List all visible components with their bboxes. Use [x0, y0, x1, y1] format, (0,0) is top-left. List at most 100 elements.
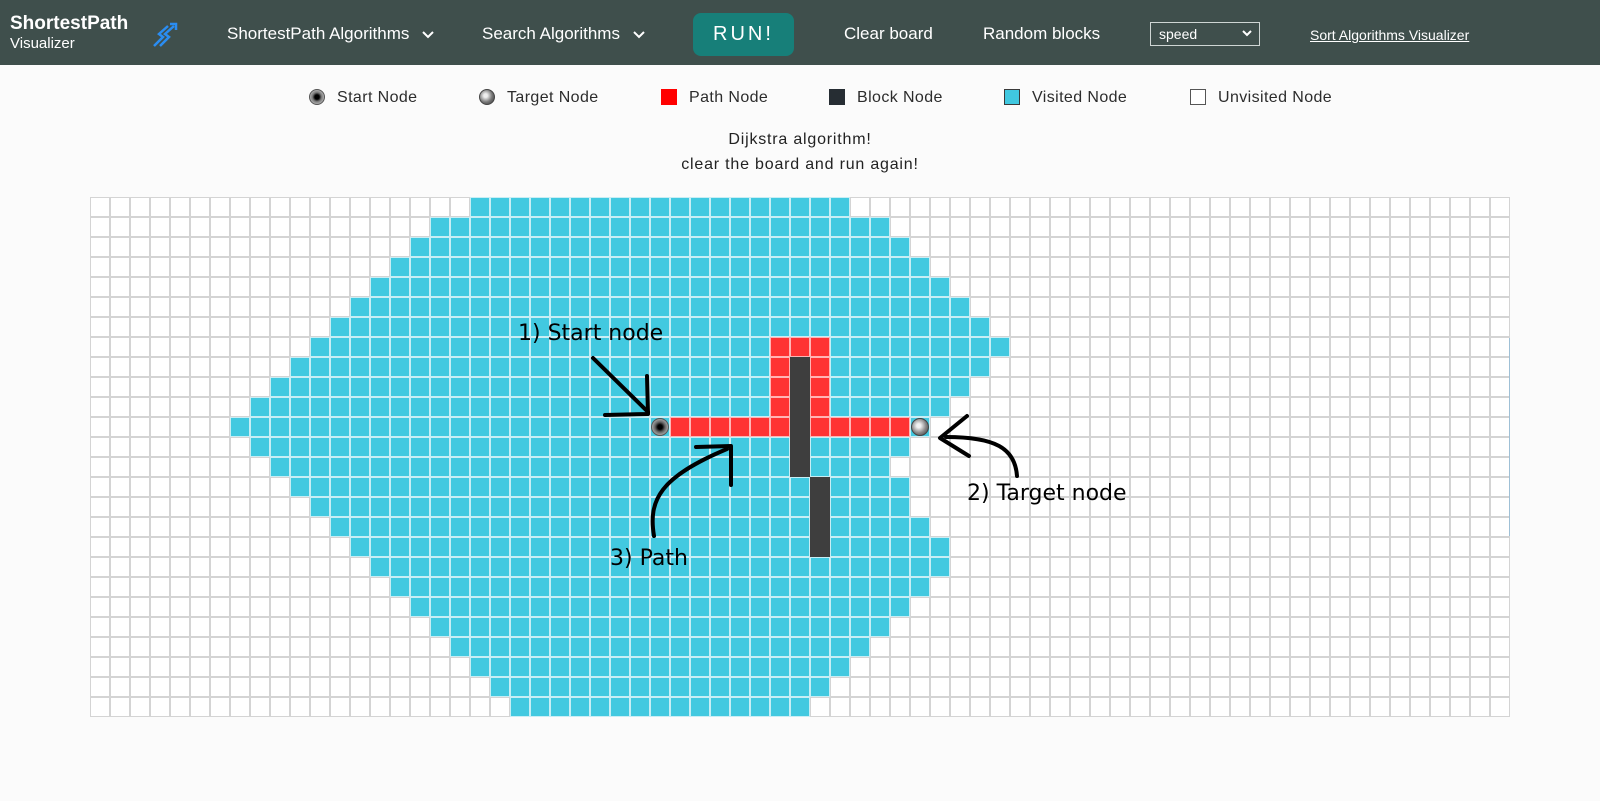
unvisited-node[interactable]: [1250, 357, 1270, 377]
visited-node[interactable]: [530, 517, 550, 537]
visited-node[interactable]: [710, 217, 730, 237]
block-node[interactable]: [790, 457, 810, 477]
unvisited-node[interactable]: [1270, 617, 1290, 637]
unvisited-node[interactable]: [190, 597, 210, 617]
unvisited-node[interactable]: [1150, 197, 1170, 217]
unvisited-node[interactable]: [1490, 317, 1510, 337]
unvisited-node[interactable]: [1350, 457, 1370, 477]
unvisited-node[interactable]: [1090, 337, 1110, 357]
visited-node[interactable]: [370, 537, 390, 557]
unvisited-node[interactable]: [350, 677, 370, 697]
unvisited-node[interactable]: [150, 317, 170, 337]
visited-node[interactable]: [790, 677, 810, 697]
unvisited-node[interactable]: [970, 257, 990, 277]
unvisited-node[interactable]: [290, 197, 310, 217]
visited-node[interactable]: [590, 697, 610, 717]
visited-node[interactable]: [790, 217, 810, 237]
unvisited-node[interactable]: [1490, 697, 1510, 717]
visited-node[interactable]: [450, 217, 470, 237]
unvisited-node[interactable]: [250, 337, 270, 357]
unvisited-node[interactable]: [410, 217, 430, 237]
unvisited-node[interactable]: [1270, 637, 1290, 657]
visited-node[interactable]: [490, 377, 510, 397]
unvisited-node[interactable]: [350, 277, 370, 297]
unvisited-node[interactable]: [330, 577, 350, 597]
visited-node[interactable]: [830, 357, 850, 377]
visited-node[interactable]: [650, 457, 670, 477]
visited-node[interactable]: [970, 317, 990, 337]
unvisited-node[interactable]: [190, 697, 210, 717]
visited-node[interactable]: [510, 437, 530, 457]
unvisited-node[interactable]: [310, 257, 330, 277]
unvisited-node[interactable]: [1390, 697, 1410, 717]
unvisited-node[interactable]: [1490, 597, 1510, 617]
unvisited-node[interactable]: [990, 237, 1010, 257]
unvisited-node[interactable]: [210, 517, 230, 537]
unvisited-node[interactable]: [950, 557, 970, 577]
unvisited-node[interactable]: [1210, 537, 1230, 557]
unvisited-node[interactable]: [1330, 497, 1350, 517]
unvisited-node[interactable]: [970, 277, 990, 297]
visited-node[interactable]: [910, 317, 930, 337]
unvisited-node[interactable]: [1010, 357, 1030, 377]
unvisited-node[interactable]: [1490, 517, 1510, 537]
unvisited-node[interactable]: [1050, 437, 1070, 457]
unvisited-node[interactable]: [370, 257, 390, 277]
unvisited-node[interactable]: [350, 237, 370, 257]
unvisited-node[interactable]: [290, 317, 310, 337]
visited-node[interactable]: [570, 597, 590, 617]
visited-node[interactable]: [730, 277, 750, 297]
unvisited-node[interactable]: [1130, 377, 1150, 397]
unvisited-node[interactable]: [1250, 517, 1270, 537]
unvisited-node[interactable]: [130, 417, 150, 437]
visited-node[interactable]: [530, 677, 550, 697]
visited-node[interactable]: [490, 677, 510, 697]
unvisited-node[interactable]: [930, 697, 950, 717]
unvisited-node[interactable]: [1370, 637, 1390, 657]
visited-node[interactable]: [550, 257, 570, 277]
unvisited-node[interactable]: [890, 217, 910, 237]
unvisited-node[interactable]: [990, 557, 1010, 577]
unvisited-node[interactable]: [1090, 617, 1110, 637]
unvisited-node[interactable]: [1330, 257, 1350, 277]
visited-node[interactable]: [950, 297, 970, 317]
unvisited-node[interactable]: [1470, 237, 1490, 257]
path-node[interactable]: [810, 377, 830, 397]
unvisited-node[interactable]: [150, 257, 170, 277]
unvisited-node[interactable]: [1210, 237, 1230, 257]
unvisited-node[interactable]: [1170, 577, 1190, 597]
unvisited-node[interactable]: [190, 357, 210, 377]
unvisited-node[interactable]: [1230, 617, 1250, 637]
visited-node[interactable]: [410, 577, 430, 597]
unvisited-node[interactable]: [350, 257, 370, 277]
visited-node[interactable]: [590, 537, 610, 557]
visited-node[interactable]: [290, 397, 310, 417]
visited-node[interactable]: [450, 297, 470, 317]
unvisited-node[interactable]: [350, 197, 370, 217]
visited-node[interactable]: [650, 297, 670, 317]
visited-node[interactable]: [470, 597, 490, 617]
path-node[interactable]: [850, 417, 870, 437]
unvisited-node[interactable]: [1450, 357, 1470, 377]
visited-node[interactable]: [570, 637, 590, 657]
visited-node[interactable]: [570, 257, 590, 277]
visited-node[interactable]: [630, 417, 650, 437]
unvisited-node[interactable]: [130, 437, 150, 457]
visited-node[interactable]: [550, 357, 570, 377]
unvisited-node[interactable]: [1130, 457, 1150, 477]
unvisited-node[interactable]: [1350, 357, 1370, 377]
visited-node[interactable]: [830, 277, 850, 297]
visited-node[interactable]: [330, 337, 350, 357]
unvisited-node[interactable]: [370, 197, 390, 217]
visited-node[interactable]: [730, 217, 750, 237]
visited-node[interactable]: [550, 277, 570, 297]
unvisited-node[interactable]: [950, 597, 970, 617]
unvisited-node[interactable]: [1110, 197, 1130, 217]
unvisited-node[interactable]: [1450, 417, 1470, 437]
visited-node[interactable]: [550, 437, 570, 457]
unvisited-node[interactable]: [970, 657, 990, 677]
unvisited-node[interactable]: [330, 697, 350, 717]
unvisited-node[interactable]: [1330, 357, 1350, 377]
unvisited-node[interactable]: [1330, 217, 1350, 237]
visited-node[interactable]: [510, 397, 530, 417]
